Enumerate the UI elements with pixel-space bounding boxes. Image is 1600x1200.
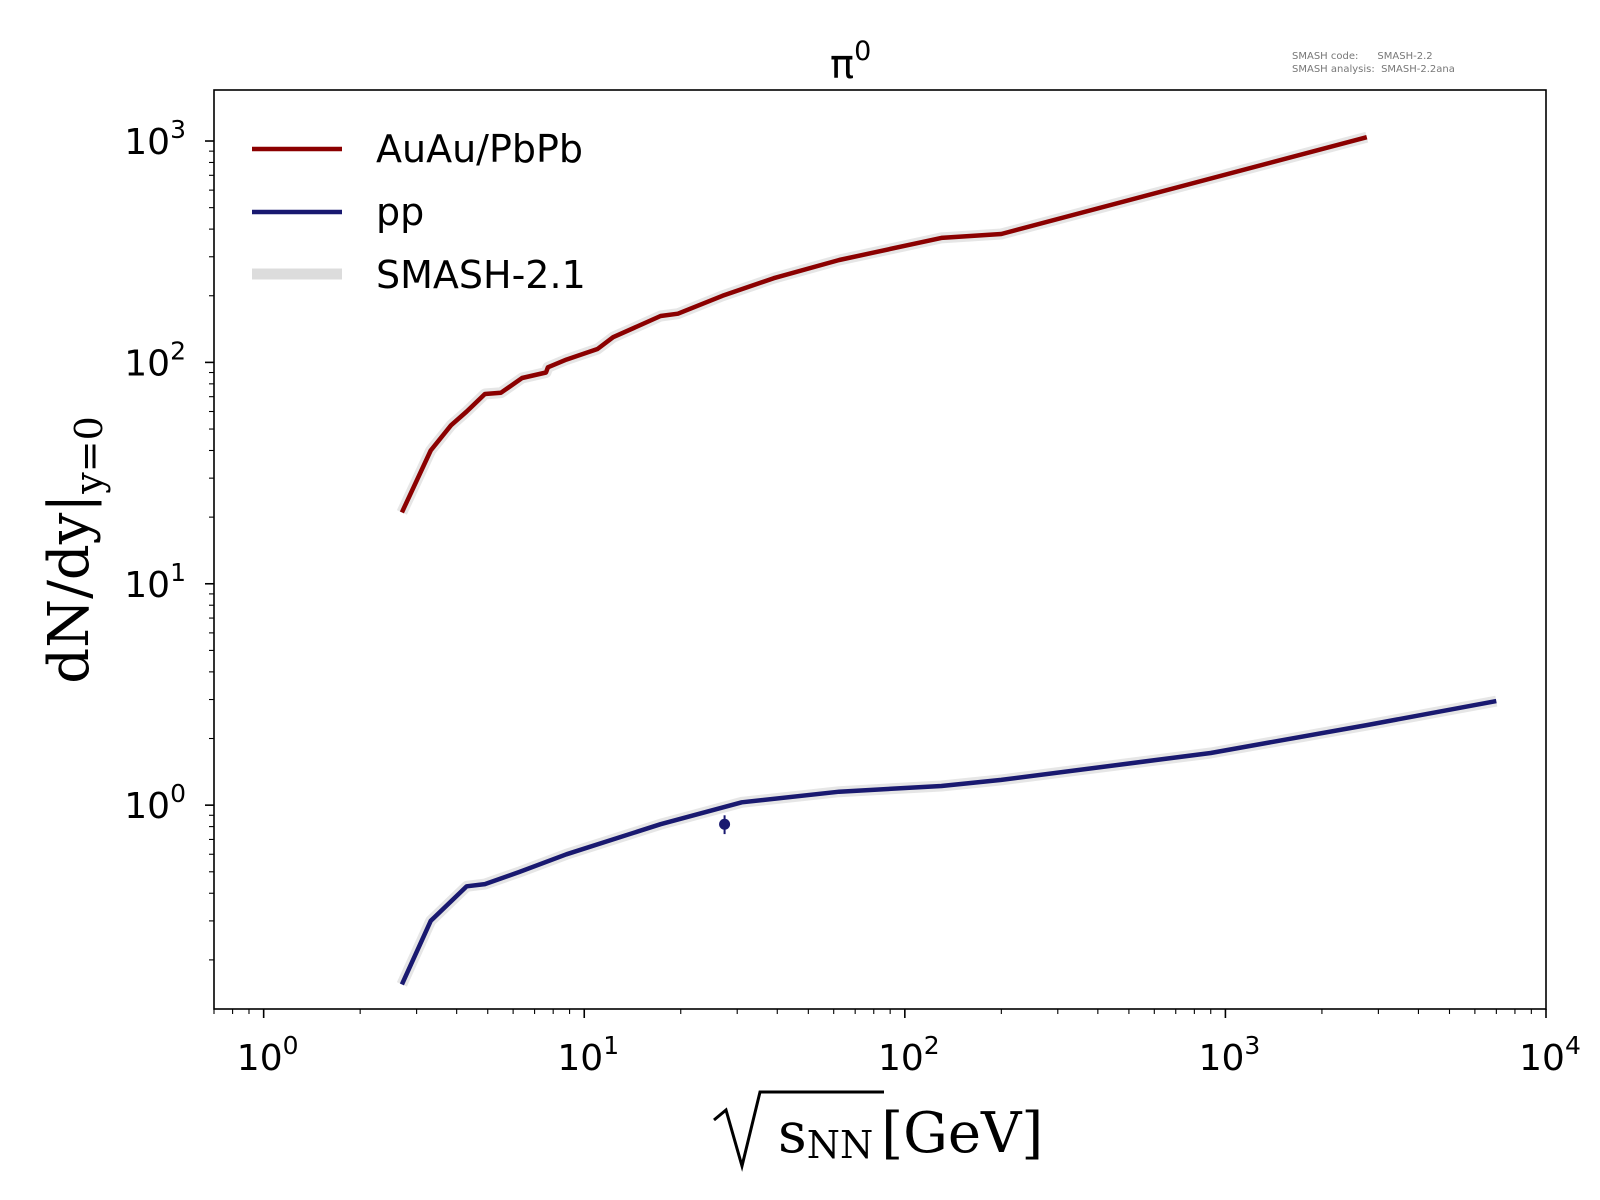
series-layer bbox=[396, 131, 1498, 987]
chart-title: π0 bbox=[830, 36, 871, 88]
y-tick-exp: 2 bbox=[170, 336, 186, 365]
y-tick-base: 10 bbox=[124, 786, 170, 827]
chart-title-sup: 0 bbox=[854, 36, 871, 67]
watermark-line-1: SMASH code: SMASH-2.2 bbox=[1292, 51, 1433, 62]
points-layer bbox=[719, 815, 731, 835]
x-tick-exp: 1 bbox=[603, 1031, 619, 1060]
x-tick-label: 103 bbox=[1199, 1031, 1261, 1079]
y-tick-exp: 3 bbox=[170, 115, 186, 144]
y-tick-exp: 0 bbox=[170, 779, 186, 808]
x-axis-label-unit: [GeV] bbox=[881, 1101, 1043, 1166]
y-axis-label-main: dN/dy| bbox=[37, 494, 102, 684]
x-tick-base: 10 bbox=[1519, 1038, 1565, 1079]
legend: AuAu/PbPb pp SMASH-2.1 bbox=[252, 127, 586, 297]
watermark-line-2: SMASH analysis: SMASH-2.2ana bbox=[1292, 64, 1455, 75]
series-line-pp bbox=[399, 698, 1497, 986]
x-tick-exp: 2 bbox=[924, 1031, 940, 1060]
x-tick-base: 10 bbox=[878, 1038, 924, 1079]
x-tick-label: 101 bbox=[557, 1031, 619, 1079]
legend-label-auau: AuAu/PbPb bbox=[376, 127, 583, 171]
x-tick-exp: 0 bbox=[283, 1031, 299, 1060]
plot-area bbox=[213, 89, 1547, 1010]
legend-label-pp: pp bbox=[376, 190, 424, 234]
x-axis-label-sub: NN bbox=[807, 1123, 874, 1167]
y-tick-label: 102 bbox=[124, 336, 186, 384]
sqrt-symbol bbox=[713, 1090, 884, 1172]
x-tick-base: 10 bbox=[237, 1038, 283, 1079]
x-tick-base: 10 bbox=[557, 1038, 603, 1079]
y-tick-base: 10 bbox=[124, 565, 170, 606]
x-tick-exp: 4 bbox=[1565, 1031, 1581, 1060]
chart-title-base: π bbox=[830, 42, 854, 88]
x-tick-exp: 3 bbox=[1244, 1031, 1260, 1060]
y-tick-label: 100 bbox=[124, 779, 186, 827]
x-tick-label: 100 bbox=[237, 1031, 299, 1079]
y-tick-label: 103 bbox=[124, 115, 186, 163]
x-axis-label-s: s bbox=[778, 1101, 807, 1166]
x-tick-label: 102 bbox=[878, 1031, 940, 1079]
y-tick-base: 10 bbox=[124, 343, 170, 384]
x-axis-label: sNN [GeV] bbox=[713, 1090, 1043, 1172]
y-axis-label-sub: y=0 bbox=[67, 416, 111, 494]
x-axis-label-text: sNN [GeV] bbox=[778, 1101, 1043, 1167]
y-tick-label: 101 bbox=[124, 558, 186, 606]
y-tick-base: 10 bbox=[124, 122, 170, 163]
legend-label-smash: SMASH-2.1 bbox=[376, 253, 586, 297]
x-tick-base: 10 bbox=[1199, 1038, 1245, 1079]
x-tick-label: 104 bbox=[1519, 1031, 1581, 1079]
x-ticks: 100 101 102 103 104 bbox=[213, 1009, 1581, 1079]
y-axis-label: dN/dy|y=0 bbox=[37, 416, 111, 684]
series-line-auau bbox=[399, 135, 1368, 514]
data-point bbox=[719, 818, 731, 830]
y-tick-exp: 1 bbox=[170, 558, 186, 587]
